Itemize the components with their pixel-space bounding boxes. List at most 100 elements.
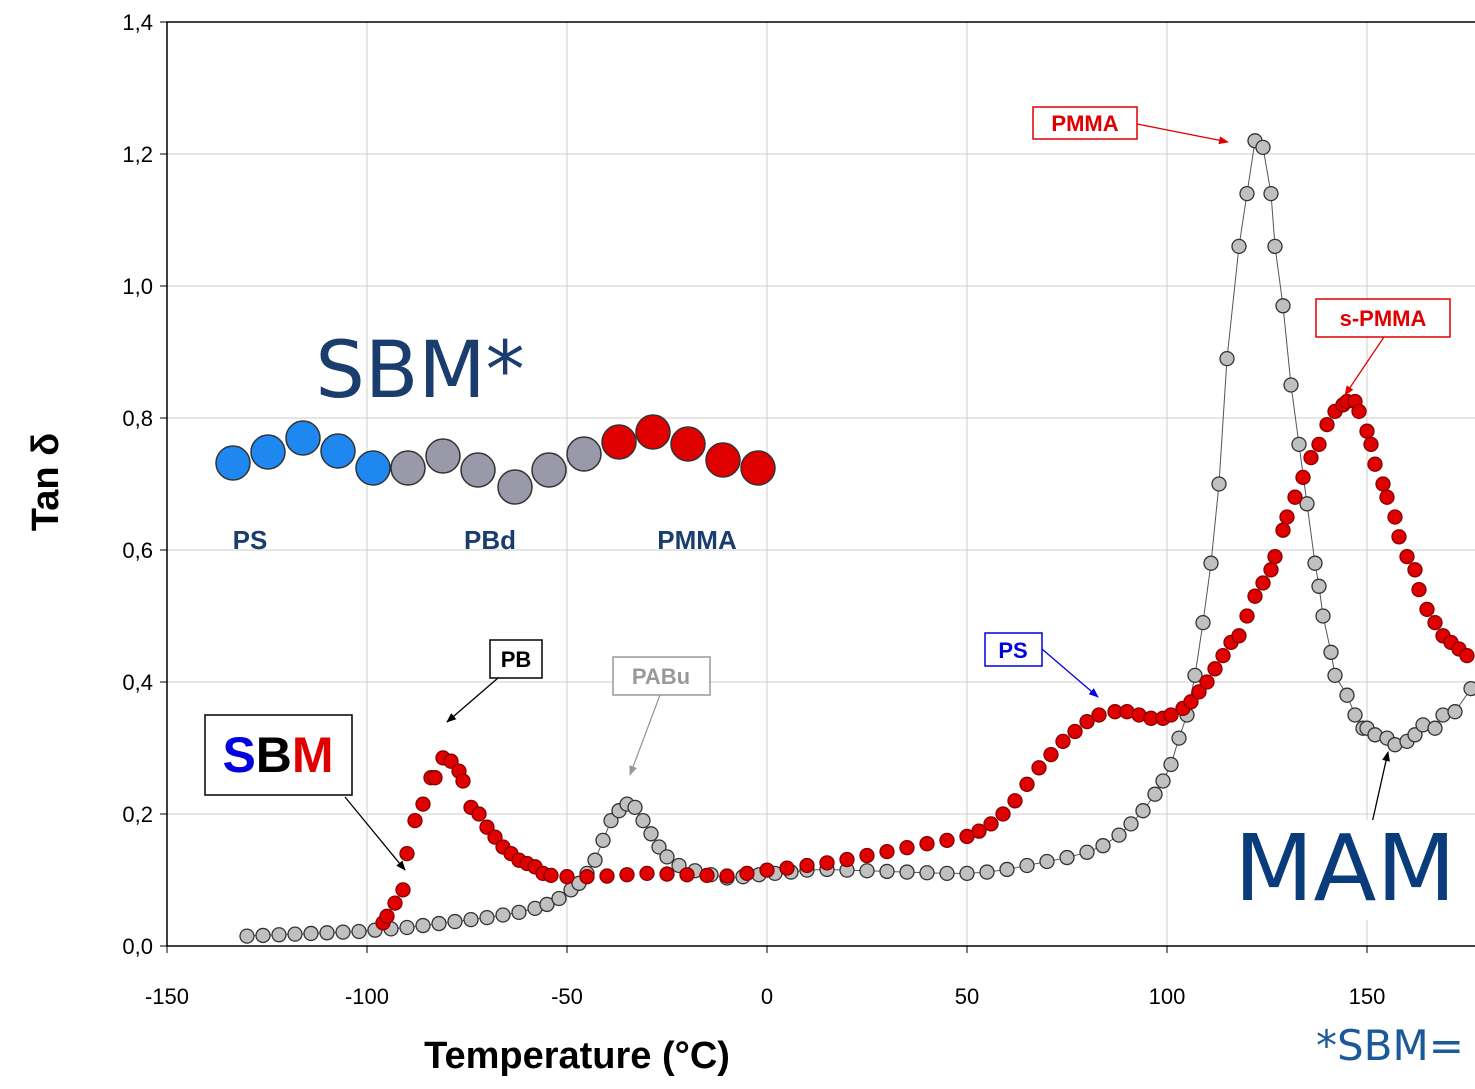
x-tick-label: -100 [345, 984, 389, 1009]
data-point [1111, 827, 1127, 843]
label-box [489, 639, 543, 679]
data-point [1367, 456, 1383, 472]
data-point [1211, 476, 1227, 492]
data-point [1407, 727, 1423, 743]
data-point [799, 857, 815, 874]
data-point [1155, 773, 1171, 789]
data-point [859, 847, 875, 864]
data-point [759, 862, 775, 878]
data-point [1299, 496, 1315, 512]
data-point [1255, 575, 1271, 591]
marks [239, 133, 1475, 944]
data-point [1275, 298, 1291, 314]
data-point [1459, 647, 1475, 664]
data-point [1359, 423, 1375, 439]
data-point [1463, 680, 1475, 697]
data-point [1095, 838, 1111, 854]
data-point [919, 865, 935, 881]
data-point [1347, 707, 1363, 723]
data-point [859, 863, 875, 879]
data-point [599, 868, 615, 884]
y-axis-title: Tan δ [25, 433, 67, 531]
data-point [1339, 687, 1355, 703]
data-point [1207, 661, 1223, 677]
data-point [495, 907, 511, 923]
data-point [983, 816, 999, 832]
data-point [319, 925, 335, 941]
data-point [1427, 614, 1443, 631]
data-point [1043, 746, 1059, 763]
y-tick-label: 0,0 [122, 934, 153, 959]
data-point [1447, 704, 1463, 720]
data-point [979, 864, 995, 880]
label-box [984, 632, 1043, 667]
data-point [447, 913, 463, 930]
data-point [239, 928, 255, 944]
data-point [471, 806, 487, 822]
y-tick-label: 1,4 [122, 10, 153, 35]
data-point [1399, 548, 1415, 565]
label-box [1315, 298, 1451, 338]
data-point [1295, 469, 1311, 486]
x-tick-label: -50 [551, 984, 583, 1009]
annotation: s-PMMA [1340, 306, 1427, 331]
data-point [1323, 644, 1339, 660]
data-point [1311, 578, 1327, 594]
data-point [1191, 684, 1207, 700]
data-point [415, 917, 431, 934]
data-point [1351, 403, 1367, 420]
data-point [1407, 562, 1423, 578]
data-point [511, 904, 527, 920]
data-point [1275, 522, 1291, 538]
data-point [1231, 628, 1247, 644]
data-point [1031, 760, 1047, 776]
data-point [1147, 786, 1163, 802]
data-point [1231, 238, 1247, 255]
data-point [1267, 238, 1283, 255]
data-point [819, 855, 835, 871]
data-point [1311, 436, 1327, 453]
data-point [303, 925, 319, 942]
data-point [539, 896, 555, 913]
data-point [1363, 436, 1379, 453]
data-point [1427, 720, 1443, 736]
data-point [1019, 857, 1035, 874]
data-point [431, 915, 447, 932]
data-point [651, 839, 667, 855]
data-point [1171, 730, 1187, 746]
data-point [335, 924, 351, 940]
y-tick-label: 0,4 [122, 670, 153, 695]
annotation: PMMA [1051, 111, 1118, 136]
data-point [271, 927, 287, 943]
x-tick-label: 50 [955, 984, 979, 1009]
chain-label: PS [233, 525, 268, 555]
data-point [879, 863, 895, 880]
chain-label: PMMA [657, 525, 737, 555]
data-point [639, 865, 655, 882]
data-point [635, 812, 651, 829]
data-point [1303, 449, 1319, 466]
data-point [1215, 647, 1231, 664]
data-point [1379, 489, 1395, 505]
data-point [1163, 756, 1179, 773]
data-point [1199, 674, 1215, 690]
data-point [1163, 707, 1179, 723]
data-point [1239, 185, 1255, 202]
data-point [995, 806, 1011, 822]
data-point [455, 773, 471, 789]
data-point [1283, 377, 1299, 393]
label-bg [1248, 820, 1448, 920]
data-point [407, 812, 423, 829]
data-point [971, 823, 987, 839]
data-point [595, 832, 611, 849]
annotation: SBM [222, 727, 333, 783]
data-point [899, 864, 915, 880]
data-point [1319, 416, 1335, 433]
annotation: PB [501, 647, 532, 672]
data-point [1419, 601, 1435, 618]
data-point [699, 867, 715, 884]
data-point [1291, 436, 1307, 453]
annotation: MAM [1234, 815, 1456, 922]
data-point [1239, 608, 1255, 624]
